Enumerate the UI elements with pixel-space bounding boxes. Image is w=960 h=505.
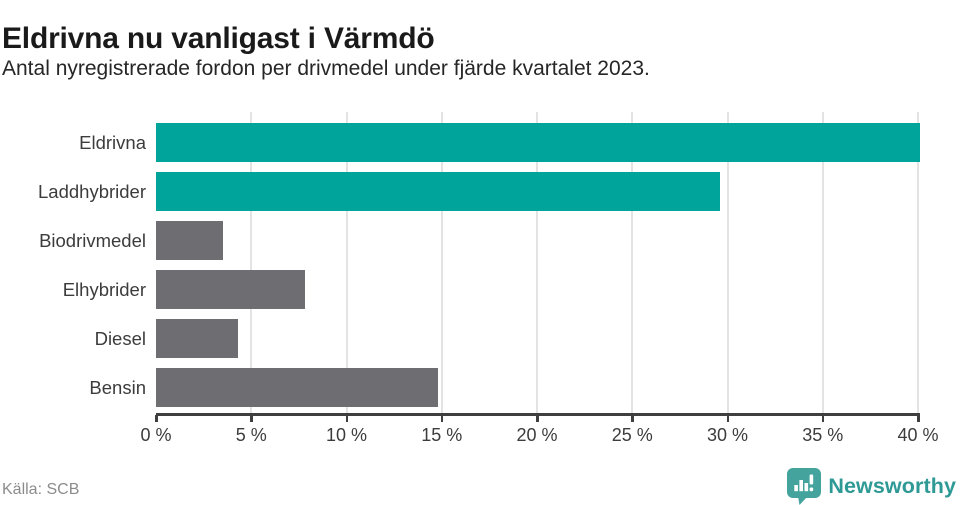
category-label: Laddhybrider	[38, 181, 146, 202]
x-axis-tick	[250, 415, 253, 422]
category-label: Biodrivmedel	[39, 230, 146, 251]
gridline	[821, 112, 824, 413]
newsworthy-wordmark: Newsworthy	[828, 474, 956, 498]
x-axis-tick	[726, 415, 729, 422]
x-tick-label: 30 %	[706, 425, 749, 445]
gridline	[631, 112, 634, 413]
bar-biodrivmedel	[156, 221, 223, 260]
bar-laddhybrider	[156, 172, 720, 211]
x-axis-tick	[821, 415, 825, 422]
x-axis-line	[156, 413, 920, 416]
chart-subtitle: Antal nyregistrerade fordon per drivmede…	[2, 57, 650, 80]
category-label: Eldrivna	[79, 132, 146, 153]
x-tick-label: 35 %	[802, 425, 844, 445]
x-tick-label: 20 %	[516, 425, 558, 445]
gridline	[250, 112, 253, 413]
x-axis-tick	[155, 415, 158, 422]
gridline	[726, 112, 729, 413]
gridline	[440, 112, 443, 413]
x-axis-tick	[440, 415, 444, 422]
category-label: Bensin	[89, 377, 146, 398]
x-axis-tick	[917, 415, 920, 422]
category-label: Diesel	[94, 328, 146, 349]
bar-elhybrider	[156, 270, 305, 309]
chart-title: Eldrivna nu vanligast i Värmdö	[2, 22, 435, 56]
x-tick-label: 0 %	[140, 425, 172, 445]
bar-bensin	[156, 368, 438, 407]
category-label: Elhybrider	[62, 279, 146, 300]
gridline	[345, 112, 348, 413]
bar-chart: Eldrivna Laddhybrider Biodrivmedel Elhybrid…	[0, 112, 960, 445]
x-tick-label: 25 %	[611, 425, 653, 445]
x-axis-tick	[631, 415, 634, 422]
x-tick-label: 5 %	[235, 425, 267, 445]
bar-diesel	[156, 319, 238, 358]
x-tick-label: 40 %	[897, 425, 939, 445]
gridline	[536, 112, 538, 413]
newsworthy-logo-icon	[787, 468, 822, 505]
x-tick-label: 15 %	[421, 425, 463, 445]
source-label: Källa: SCB	[2, 481, 80, 498]
x-axis-tick	[536, 415, 539, 422]
newsworthy-logo: Newsworthy	[787, 468, 956, 505]
bar-eldrivna	[156, 123, 920, 162]
gridline	[917, 112, 919, 413]
x-axis-tick	[345, 415, 348, 422]
x-tick-label: 10 %	[325, 425, 368, 445]
